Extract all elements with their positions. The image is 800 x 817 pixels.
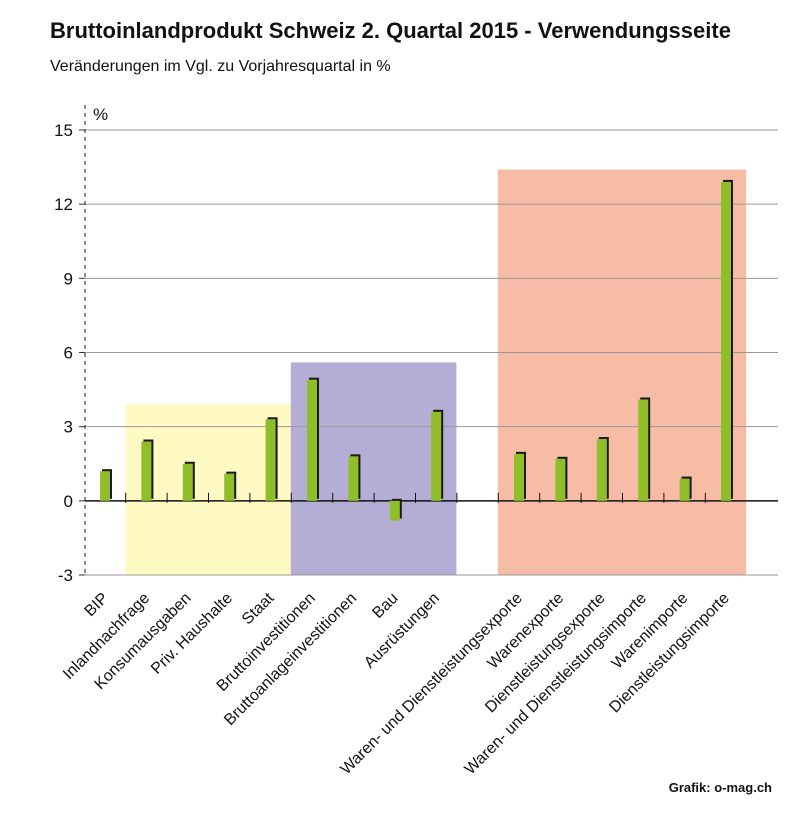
chart-subtitle: Veränderungen im Vgl. zu Vorjahresquarta… — [50, 58, 391, 75]
bar — [141, 441, 152, 501]
bar — [596, 439, 607, 501]
bar — [431, 411, 442, 501]
y-tick-label: 15 — [54, 121, 73, 140]
y-tick-label: -3 — [58, 566, 73, 585]
x-tick-label: Staat — [239, 589, 278, 628]
highlight-band-3 — [497, 169, 747, 576]
bar — [100, 471, 110, 501]
bar — [679, 478, 690, 501]
bar — [265, 419, 276, 501]
y-axis-label: % — [93, 105, 108, 124]
x-tick-label: Ausrüstungen — [361, 590, 443, 672]
bar — [721, 181, 731, 501]
y-tick-label: 0 — [64, 492, 73, 511]
highlight-bands — [125, 169, 747, 576]
x-tick-label: Bau — [369, 590, 401, 622]
bars — [100, 179, 733, 521]
x-tick-label: BIP — [82, 590, 112, 620]
bar — [555, 458, 566, 501]
y-tick-label: 9 — [64, 269, 73, 288]
chart-title: Bruttoinlandprodukt Schweiz 2. Quartal 2… — [50, 18, 731, 43]
y-tick-label: 6 — [64, 344, 73, 363]
bar — [638, 399, 649, 501]
y-tick-label: 3 — [64, 418, 73, 437]
bar — [514, 453, 524, 501]
bar — [224, 473, 235, 501]
bar — [307, 379, 317, 501]
bar — [348, 456, 359, 501]
y-tick-label: 12 — [54, 195, 73, 214]
bar — [182, 463, 193, 501]
bar — [389, 500, 400, 521]
credit-text: Grafik: o-mag.ch — [668, 780, 772, 795]
